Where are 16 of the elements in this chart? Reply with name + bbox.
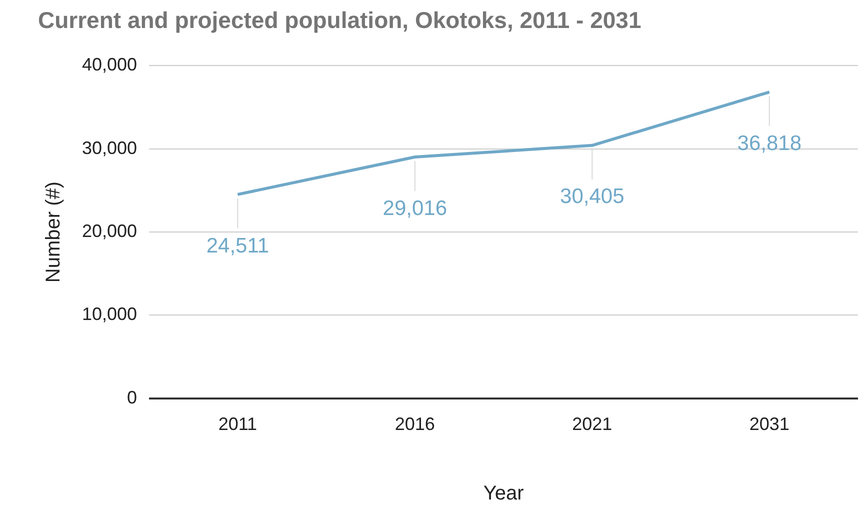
data-label: 29,016 [382,196,448,220]
y-tick-label: 10,000 [82,304,138,324]
y-tick-label: 40,000 [82,54,138,75]
y-axis-title: Number (#) [42,181,65,283]
x-axis-title: Year [483,482,524,505]
x-tick-label: 2021 [572,414,612,434]
data-label: 30,405 [560,185,624,208]
data-label: 24,511 [206,234,270,258]
x-tick-label: 2016 [394,414,435,434]
x-tick-label: 2031 [749,414,790,434]
data-label: 36,818 [737,132,802,155]
chart-title: Current and projected population, Okotoks, 2011 - 2031 [38,7,642,34]
x-tick-label: 2011 [218,414,258,434]
y-tick-label: 20,000 [82,220,138,241]
y-tick-label: 30,000 [82,138,138,158]
y-tick-label: 0 [127,387,138,408]
